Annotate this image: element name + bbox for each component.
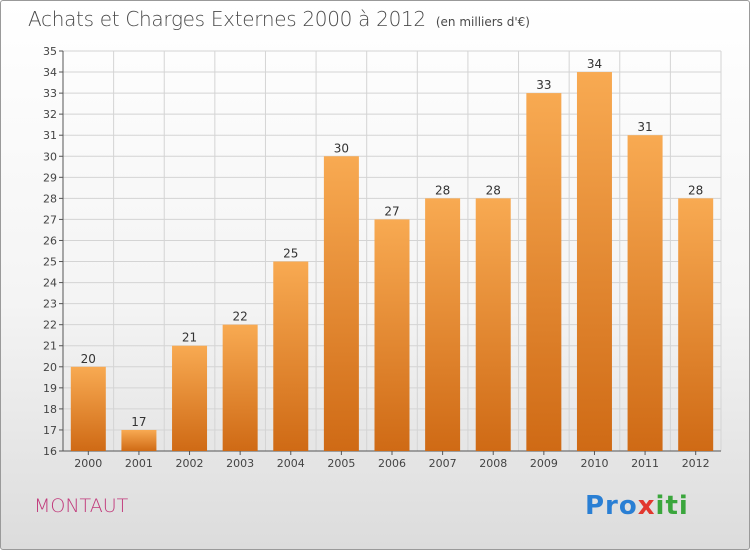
bar-2001 bbox=[121, 429, 157, 451]
y-tick-label: 33 bbox=[43, 87, 57, 100]
proxiti-logo: Proxiti bbox=[585, 491, 689, 521]
label-layer: 20 17 21 22 25 30 27 28 28 33 34 31 28 bbox=[81, 57, 704, 429]
value-label-2005: 30 bbox=[334, 141, 349, 155]
chart-title-block: Achats et Charges Externes 2000 à 2012 (e… bbox=[28, 7, 530, 31]
bar-2011 bbox=[627, 135, 663, 452]
y-tick-label: 25 bbox=[43, 256, 57, 269]
x-tick-label: 2004 bbox=[277, 457, 305, 470]
y-tick-label: 30 bbox=[43, 150, 57, 163]
x-tick-label: 2001 bbox=[125, 457, 153, 470]
y-tick-label: 29 bbox=[43, 171, 57, 184]
bar-2009 bbox=[526, 93, 562, 452]
x-tick-label: 2005 bbox=[327, 457, 355, 470]
bar-2007 bbox=[425, 198, 461, 451]
y-tick-label: 16 bbox=[43, 445, 57, 458]
x-tick-label: 2007 bbox=[429, 457, 457, 470]
value-label-2003: 22 bbox=[233, 310, 248, 324]
bar-2003 bbox=[222, 324, 258, 451]
x-tick-label: 2012 bbox=[682, 457, 710, 470]
y-tick-label: 28 bbox=[43, 192, 57, 205]
value-label-2002: 21 bbox=[182, 331, 197, 345]
bar-2008 bbox=[475, 198, 511, 451]
x-tick-label: 2003 bbox=[226, 457, 254, 470]
chart-title: Achats et Charges Externes 2000 à 2012 bbox=[28, 7, 426, 31]
x-tick-label: 2002 bbox=[176, 457, 204, 470]
x-tick-label: 2011 bbox=[631, 457, 659, 470]
value-label-2001: 17 bbox=[131, 415, 146, 429]
y-tick-label: 19 bbox=[43, 382, 57, 395]
logo-part-pro: Pro bbox=[585, 491, 638, 521]
y-tick-label: 20 bbox=[43, 361, 57, 374]
y-tick-label: 35 bbox=[43, 45, 57, 58]
y-tick-label: 22 bbox=[43, 319, 57, 332]
logo-part-x: x bbox=[637, 491, 656, 521]
value-label-2000: 20 bbox=[81, 352, 96, 366]
y-tick-label: 31 bbox=[43, 129, 57, 142]
y-tick-label: 21 bbox=[43, 340, 57, 353]
y-tick-label: 24 bbox=[43, 277, 57, 290]
bar-2000 bbox=[70, 366, 106, 451]
y-tick-label: 23 bbox=[43, 298, 57, 311]
x-tick-label: 2010 bbox=[580, 457, 608, 470]
bar-2005 bbox=[323, 156, 359, 451]
y-tick-label: 18 bbox=[43, 403, 57, 416]
x-tick-label: 2009 bbox=[530, 457, 558, 470]
y-tick-label: 34 bbox=[43, 66, 57, 79]
bar-layer bbox=[70, 72, 714, 452]
x-tick-label: 2008 bbox=[479, 457, 507, 470]
chart-unit: (en milliers d'€) bbox=[435, 15, 530, 29]
y-tick-label: 32 bbox=[43, 108, 57, 121]
value-label-2008: 28 bbox=[486, 183, 501, 197]
bar-2002 bbox=[172, 345, 208, 451]
bar-2010 bbox=[576, 72, 612, 451]
y-tick-label: 26 bbox=[43, 234, 57, 247]
value-label-2009: 33 bbox=[536, 78, 551, 92]
value-label-2004: 25 bbox=[283, 247, 298, 261]
x-tick-label: 2006 bbox=[378, 457, 406, 470]
value-label-2012: 28 bbox=[688, 183, 703, 197]
y-tick-label: 17 bbox=[43, 424, 57, 437]
value-label-2006: 27 bbox=[384, 204, 399, 218]
y-tick-label: 27 bbox=[43, 213, 57, 226]
value-label-2011: 31 bbox=[637, 120, 652, 134]
bar-2006 bbox=[374, 219, 410, 451]
logo-part-iti: iti bbox=[655, 491, 689, 521]
commune-name: MONTAUT bbox=[34, 495, 129, 517]
bar-2004 bbox=[273, 261, 309, 451]
bar-2012 bbox=[678, 198, 714, 451]
value-label-2010: 34 bbox=[587, 57, 602, 71]
value-label-2007: 28 bbox=[435, 183, 450, 197]
x-tick-label: 2000 bbox=[74, 457, 102, 470]
